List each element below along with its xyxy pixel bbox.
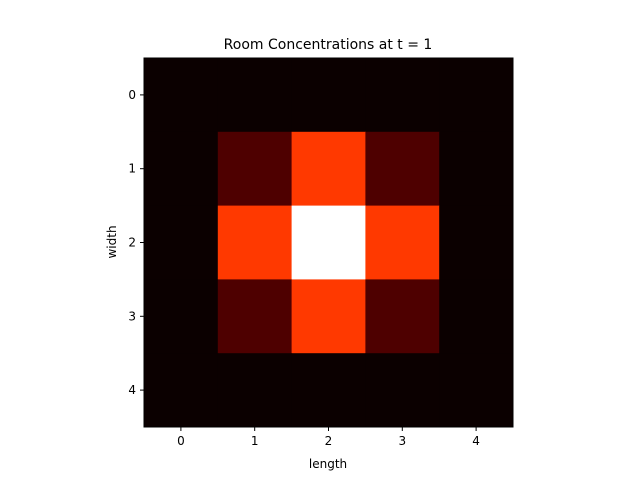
x-tick-label-0: 0 (177, 434, 185, 448)
heatmap-cells (144, 58, 514, 428)
x-axis-label: length (309, 457, 347, 471)
heatmap-cell-0-3 (365, 58, 440, 133)
y-tick-label-3: 3 (128, 309, 136, 323)
chart-title: Room Concentrations at t = 1 (224, 37, 433, 53)
y-axis-ticks: 0 1 2 3 4 (128, 88, 144, 397)
heatmap-cell-3-0 (144, 279, 219, 354)
heatmap-cell-0-2 (291, 58, 366, 133)
heatmap-cell-3-4 (439, 279, 514, 354)
heatmap-cell-0-0 (144, 58, 219, 133)
heatmap-cell-1-2 (291, 131, 366, 207)
heatmap-cell-2-1 (217, 205, 293, 280)
heatmap-cell-4-0 (144, 353, 219, 428)
heatmap-cell-1-1 (217, 131, 293, 207)
heatmap-cell-3-1 (217, 279, 293, 354)
heatmap-cell-1-3 (365, 131, 440, 207)
heatmap-cell-4-3 (365, 353, 440, 428)
x-tick-label-1: 1 (251, 434, 259, 448)
y-axis-label: width (105, 225, 119, 258)
x-tick-label-4: 4 (472, 434, 480, 448)
heatmap-cell-2-3 (365, 205, 440, 280)
x-tick-label-3: 3 (398, 434, 406, 448)
heatmap-cell-0-4 (439, 58, 514, 133)
heatmap-cell-1-4 (439, 131, 514, 207)
heatmap-cell-4-2 (291, 353, 366, 428)
heatmap-cell-2-2 (291, 205, 366, 280)
y-tick-label-0: 0 (128, 88, 136, 102)
heatmap-cell-0-1 (217, 58, 293, 133)
heatmap-cell-1-0 (144, 131, 219, 207)
heatmap-cell-2-4 (439, 205, 514, 280)
heatmap-cell-4-4 (439, 353, 514, 428)
heatmap-cell-3-2 (291, 279, 366, 354)
heatmap-cell-2-0 (144, 205, 219, 280)
heatmap-cell-4-1 (217, 353, 293, 428)
y-tick-label-1: 1 (128, 162, 136, 176)
x-axis-ticks: 0 1 2 3 4 (177, 427, 480, 448)
y-tick-label-4: 4 (128, 383, 136, 397)
x-tick-label-2: 2 (325, 434, 333, 448)
heatmap-cell-3-3 (365, 279, 440, 354)
y-tick-label-2: 2 (128, 236, 136, 250)
